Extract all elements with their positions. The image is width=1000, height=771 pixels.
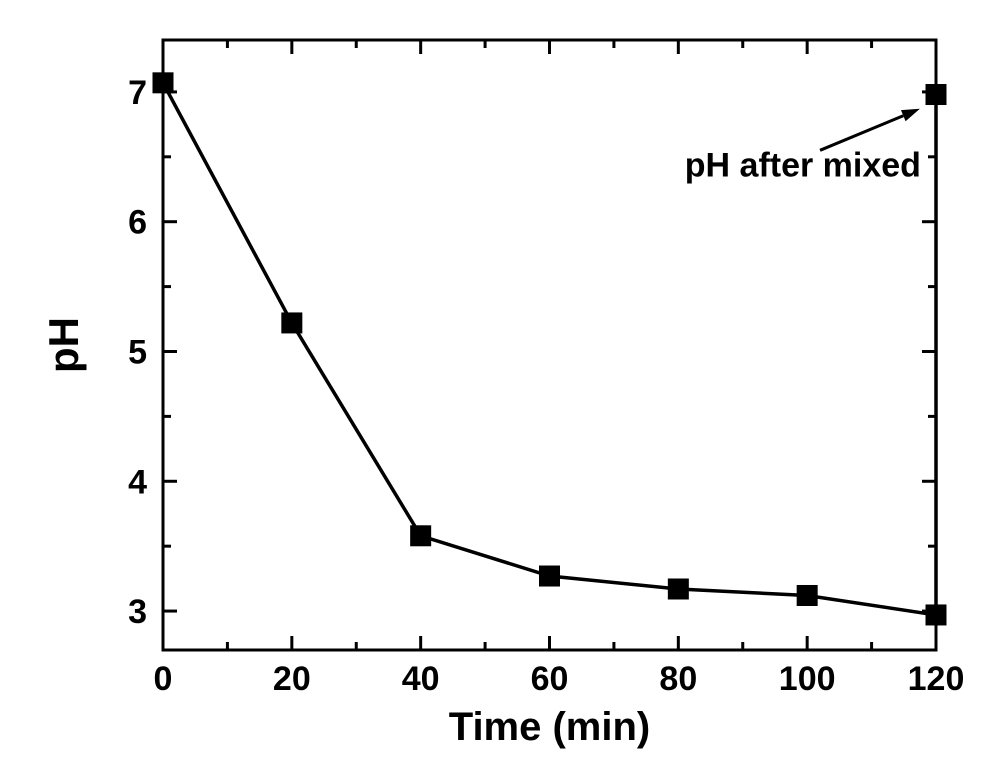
series-marker — [926, 605, 946, 625]
y-axis-label: pH — [40, 317, 87, 373]
series-marker — [926, 85, 946, 105]
x-tick-label: 60 — [531, 660, 569, 698]
series-marker — [411, 526, 431, 546]
y-tick-label: 7 — [128, 74, 147, 112]
x-tick-label: 80 — [659, 660, 697, 698]
y-tick-label: 5 — [128, 333, 147, 371]
series-marker — [153, 73, 173, 93]
series-marker — [282, 313, 302, 333]
x-tick-label: 40 — [402, 660, 440, 698]
y-tick-label: 3 — [128, 593, 147, 631]
series-marker — [540, 566, 560, 586]
x-tick-label: 20 — [273, 660, 311, 698]
x-tick-label: 100 — [779, 660, 836, 698]
chart-container: 0 20 40 60 80 100 120 3 4 5 6 7 Time (min) pH pH after… — [0, 0, 1000, 771]
x-axis-label: Time (min) — [449, 705, 651, 749]
series-marker — [668, 579, 688, 599]
x-tick-label: 120 — [908, 660, 965, 698]
line-chart: 0 20 40 60 80 100 120 3 4 5 6 7 Time (min) pH pH after… — [0, 0, 1000, 771]
x-tick-label: 0 — [154, 660, 173, 698]
series-marker — [797, 585, 817, 605]
y-tick-label: 6 — [128, 204, 147, 242]
y-tick-label: 4 — [128, 463, 147, 501]
annotation-text: pH after mixed — [685, 146, 921, 184]
